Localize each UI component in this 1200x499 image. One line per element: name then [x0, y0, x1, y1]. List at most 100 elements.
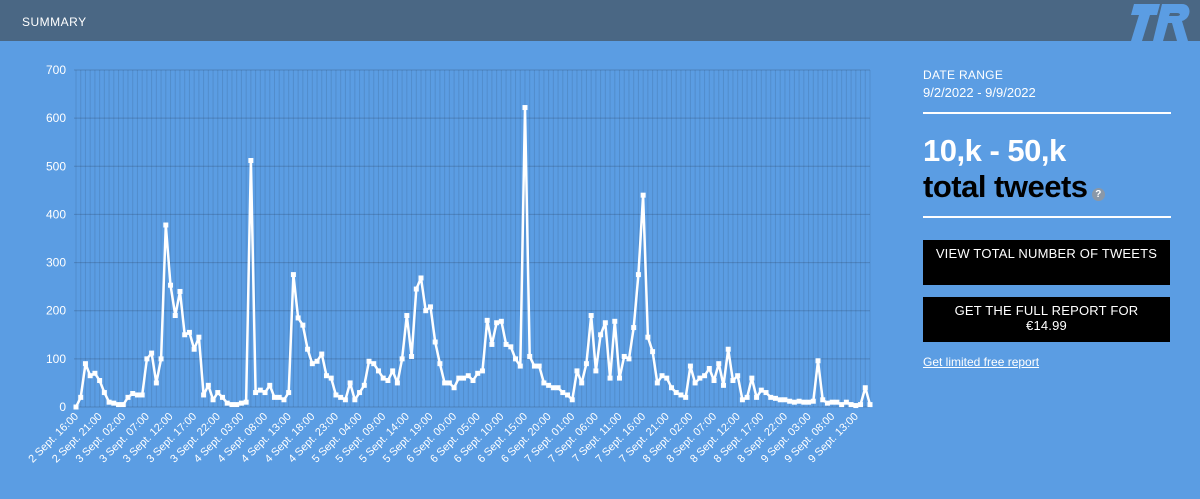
data-point[interactable] [366, 358, 372, 364]
data-point[interactable] [314, 358, 320, 364]
data-point[interactable] [234, 402, 240, 408]
data-point[interactable] [692, 380, 698, 386]
data-point[interactable] [782, 397, 788, 403]
data-point[interactable] [508, 344, 514, 350]
data-point[interactable] [125, 394, 131, 400]
data-point[interactable] [758, 387, 764, 393]
data-point[interactable] [423, 308, 429, 314]
data-point[interactable] [791, 399, 797, 405]
data-point[interactable] [427, 304, 433, 310]
data-point[interactable] [276, 394, 282, 400]
data-point[interactable] [338, 394, 344, 400]
data-point[interactable] [153, 380, 159, 386]
data-point[interactable] [111, 400, 117, 406]
data-point[interactable] [683, 394, 689, 400]
data-point[interactable] [186, 329, 192, 335]
data-point[interactable] [824, 400, 830, 406]
data-point[interactable] [191, 346, 197, 352]
data-point[interactable] [253, 390, 259, 396]
data-point[interactable] [725, 346, 731, 352]
data-point[interactable] [645, 334, 651, 340]
data-point[interactable] [451, 385, 457, 391]
free-report-link[interactable]: Get limited free report [923, 355, 1040, 369]
data-point[interactable] [834, 399, 840, 405]
data-point[interactable] [272, 394, 277, 400]
data-point[interactable] [300, 322, 306, 328]
data-point[interactable] [371, 361, 377, 367]
data-point[interactable] [215, 390, 221, 396]
data-point[interactable] [621, 353, 627, 359]
data-point[interactable] [238, 400, 244, 406]
data-point[interactable] [602, 320, 608, 326]
data-point[interactable] [456, 375, 462, 381]
data-point[interactable] [749, 375, 755, 381]
data-point[interactable] [612, 318, 618, 324]
data-point[interactable] [475, 370, 481, 376]
data-point[interactable] [290, 272, 296, 278]
data-point[interactable] [829, 399, 835, 405]
data-point[interactable] [711, 378, 717, 384]
data-point[interactable] [522, 105, 528, 111]
data-point[interactable] [92, 370, 98, 376]
data-point[interactable] [286, 390, 292, 396]
data-point[interactable] [357, 390, 363, 396]
data-point[interactable] [536, 363, 542, 369]
data-point[interactable] [163, 222, 169, 228]
data-point[interactable] [442, 380, 448, 386]
data-point[interactable] [413, 286, 419, 292]
full-report-button[interactable]: GET THE FULL REPORT FOR €14.99 [923, 297, 1170, 342]
data-point[interactable] [182, 332, 188, 338]
data-point[interactable] [172, 313, 178, 319]
data-point[interactable] [546, 382, 552, 388]
data-point[interactable] [205, 382, 211, 388]
data-point[interactable] [248, 158, 254, 164]
data-point[interactable] [323, 373, 329, 379]
data-point[interactable] [361, 382, 367, 388]
data-point[interactable] [120, 402, 126, 408]
data-point[interactable] [409, 353, 415, 359]
data-point[interactable] [697, 375, 703, 381]
data-point[interactable] [550, 385, 556, 391]
data-point[interactable] [527, 353, 533, 359]
data-point[interactable] [220, 394, 226, 400]
help-icon[interactable]: ? [1091, 188, 1105, 201]
data-point[interactable] [787, 398, 793, 404]
data-point[interactable] [617, 375, 623, 381]
data-point[interactable] [399, 356, 405, 362]
data-point[interactable] [390, 368, 396, 374]
data-point[interactable] [470, 378, 476, 384]
data-point[interactable] [772, 395, 778, 401]
data-point[interactable] [687, 363, 693, 369]
data-point[interactable] [168, 282, 174, 288]
data-point[interactable] [82, 361, 88, 367]
data-point[interactable] [87, 373, 93, 379]
data-point[interactable] [673, 390, 679, 396]
data-point[interactable] [796, 398, 802, 404]
data-point[interactable] [503, 341, 509, 347]
data-point[interactable] [702, 373, 708, 379]
data-point[interactable] [375, 368, 381, 374]
data-point[interactable] [97, 378, 103, 384]
data-point[interactable] [309, 361, 315, 367]
data-point[interactable] [650, 349, 656, 355]
data-point[interactable] [281, 397, 287, 403]
data-point[interactable] [720, 382, 726, 388]
data-point[interactable] [583, 361, 589, 367]
data-point[interactable] [574, 368, 580, 374]
data-point[interactable] [815, 358, 821, 364]
data-point[interactable] [494, 320, 500, 326]
data-point[interactable] [640, 192, 646, 198]
data-point[interactable] [669, 385, 674, 391]
data-point[interactable] [706, 365, 712, 371]
data-point[interactable] [305, 346, 311, 352]
data-point[interactable] [394, 380, 400, 386]
data-point[interactable] [257, 387, 263, 393]
data-point[interactable] [607, 375, 613, 381]
data-point[interactable] [342, 397, 348, 403]
data-point[interactable] [144, 356, 150, 362]
data-point[interactable] [635, 272, 641, 278]
data-point[interactable] [73, 404, 79, 410]
data-point[interactable] [267, 382, 273, 388]
data-point[interactable] [461, 375, 467, 381]
data-point[interactable] [158, 356, 164, 362]
